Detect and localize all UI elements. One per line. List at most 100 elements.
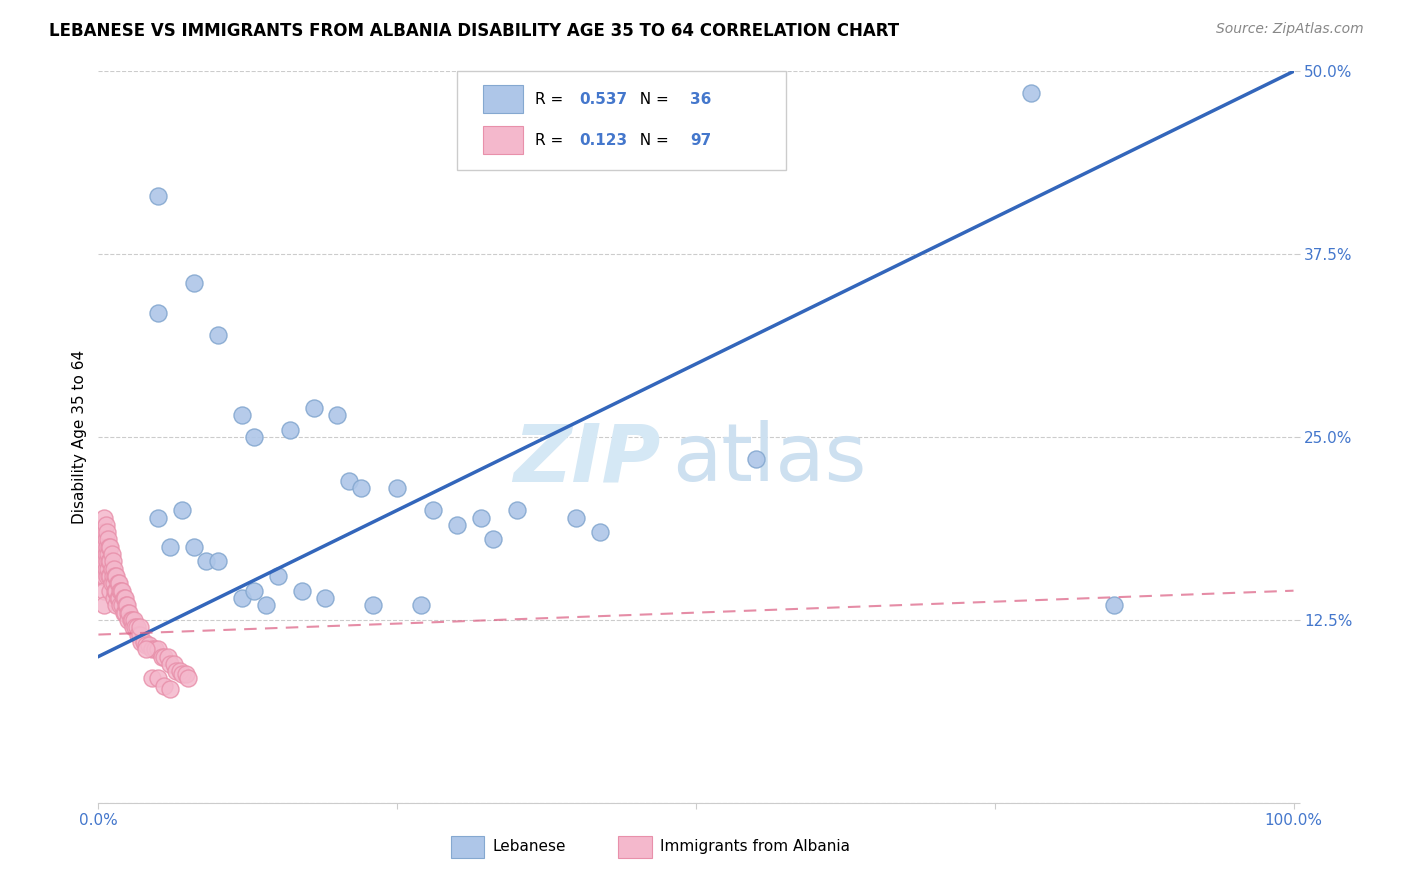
Point bbox=[93, 510, 115, 524]
Point bbox=[153, 679, 176, 693]
FancyBboxPatch shape bbox=[484, 86, 523, 113]
Point bbox=[302, 401, 325, 415]
Text: 0.123: 0.123 bbox=[579, 133, 627, 147]
Point bbox=[107, 576, 129, 591]
Point bbox=[156, 649, 179, 664]
Point bbox=[148, 642, 170, 657]
Point bbox=[159, 681, 181, 696]
Point bbox=[350, 481, 373, 495]
Point bbox=[91, 547, 114, 561]
Point bbox=[254, 599, 277, 613]
Point bbox=[363, 599, 385, 613]
Point bbox=[745, 452, 768, 467]
Point bbox=[231, 591, 253, 605]
Point bbox=[105, 569, 128, 583]
Point bbox=[1019, 87, 1042, 101]
Point bbox=[117, 606, 139, 620]
Point bbox=[138, 638, 160, 652]
Point bbox=[115, 599, 138, 613]
Text: R =: R = bbox=[534, 133, 568, 147]
Point bbox=[96, 554, 118, 568]
Point bbox=[124, 613, 146, 627]
FancyBboxPatch shape bbox=[457, 71, 786, 170]
Point bbox=[93, 583, 115, 598]
Point bbox=[122, 620, 145, 634]
Text: 0.537: 0.537 bbox=[579, 92, 627, 107]
Point bbox=[117, 613, 139, 627]
Point bbox=[101, 569, 124, 583]
Point bbox=[91, 569, 114, 583]
Text: Immigrants from Albania: Immigrants from Albania bbox=[661, 839, 851, 855]
Point bbox=[108, 583, 131, 598]
Point bbox=[506, 503, 529, 517]
Point bbox=[108, 599, 131, 613]
Point bbox=[107, 576, 129, 591]
Point bbox=[94, 562, 117, 576]
Point bbox=[148, 306, 170, 320]
Point bbox=[169, 664, 191, 678]
Point bbox=[129, 620, 152, 634]
Point bbox=[94, 517, 117, 532]
Point bbox=[93, 540, 115, 554]
Point bbox=[121, 613, 143, 627]
Point bbox=[111, 599, 134, 613]
Point bbox=[91, 533, 114, 547]
Point bbox=[159, 540, 181, 554]
Text: 36: 36 bbox=[690, 92, 711, 107]
Text: 97: 97 bbox=[690, 133, 711, 147]
Point bbox=[100, 562, 122, 576]
Point bbox=[96, 540, 118, 554]
Point bbox=[96, 569, 118, 583]
Point bbox=[291, 583, 314, 598]
Point bbox=[105, 583, 128, 598]
Point bbox=[91, 525, 114, 540]
Point bbox=[107, 591, 129, 605]
Point bbox=[103, 591, 125, 605]
Point bbox=[207, 554, 229, 568]
Point bbox=[135, 642, 157, 657]
Point bbox=[172, 503, 194, 517]
Point bbox=[278, 423, 301, 437]
Point bbox=[143, 642, 166, 657]
Point bbox=[91, 540, 114, 554]
Point bbox=[127, 627, 149, 641]
Point bbox=[159, 657, 181, 671]
Point bbox=[165, 664, 187, 678]
Point bbox=[481, 533, 505, 547]
Point bbox=[114, 606, 136, 620]
Point bbox=[195, 554, 218, 568]
Point bbox=[163, 657, 186, 671]
Text: N =: N = bbox=[630, 92, 673, 107]
Text: ZIP: ZIP bbox=[513, 420, 661, 498]
Point bbox=[326, 408, 349, 422]
Point bbox=[90, 569, 112, 583]
Point bbox=[124, 620, 146, 634]
Point bbox=[101, 554, 124, 568]
Point bbox=[90, 540, 112, 554]
Point bbox=[100, 576, 122, 591]
Point bbox=[96, 525, 118, 540]
Point bbox=[110, 583, 132, 598]
Point bbox=[118, 606, 141, 620]
Point bbox=[98, 554, 122, 568]
Point bbox=[94, 547, 117, 561]
Point bbox=[150, 649, 173, 664]
Point bbox=[177, 672, 200, 686]
Point bbox=[172, 667, 194, 681]
Point bbox=[89, 554, 111, 568]
Point bbox=[98, 569, 121, 583]
Point bbox=[153, 649, 176, 664]
Point bbox=[103, 562, 125, 576]
Point bbox=[148, 510, 170, 524]
Point bbox=[97, 547, 120, 561]
Point bbox=[385, 481, 409, 495]
Point bbox=[111, 583, 134, 598]
Point bbox=[141, 642, 163, 657]
Text: Lebanese: Lebanese bbox=[494, 839, 567, 855]
Point bbox=[100, 547, 122, 561]
Point bbox=[120, 613, 142, 627]
Point bbox=[231, 408, 253, 422]
FancyBboxPatch shape bbox=[451, 836, 485, 858]
Point bbox=[93, 525, 115, 540]
Point bbox=[267, 569, 290, 583]
